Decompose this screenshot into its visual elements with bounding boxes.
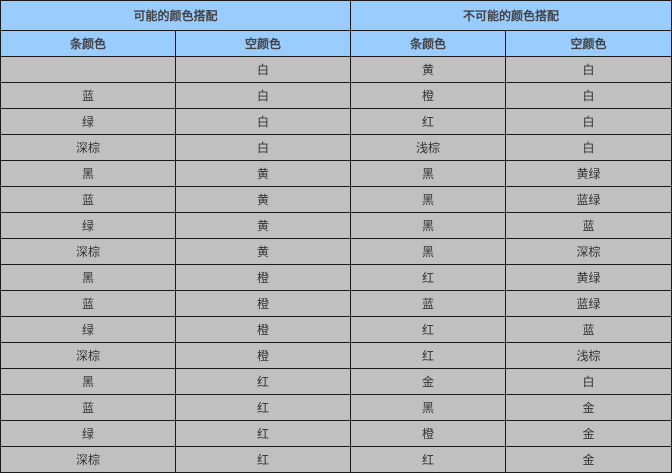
impossible-space-color-cell: 深棕 [505,238,672,265]
possible-bar-color-cell: 蓝 [0,82,176,109]
possible-space-color-cell: 白 [174,108,352,135]
column-header-row: 条颜色 空颜色 条颜色 空颜色 [0,30,672,57]
possible-space-color-cell: 白 [174,134,352,161]
table-row: 黑红金白 [0,368,672,395]
possible-space-color-cell: 橙 [174,342,352,369]
impossible-bar-color-cell: 橙 [350,420,507,447]
table-row: 黑黄黑黄绿 [0,160,672,187]
impossible-bar-color-cell: 橙 [350,82,507,109]
bar-color-header: 条颜色 [0,30,176,57]
impossible-combinations-header: 不可能的颜色搭配 [350,0,672,31]
impossible-bar-color-cell: 红 [350,446,507,473]
impossible-space-color-cell: 黄绿 [505,264,672,291]
impossible-space-color-cell: 白 [505,108,672,135]
group-header-row: 可能的颜色搭配 不可能的颜色搭配 [0,0,672,31]
possible-bar-color-cell: 绿 [0,212,176,239]
possible-bar-color-cell: 蓝 [0,394,176,421]
impossible-space-color-cell: 蓝 [505,212,672,239]
impossible-space-color-cell: 白 [505,134,672,161]
table-row: 绿白红白 [0,108,672,135]
possible-space-color-cell: 红 [174,394,352,421]
impossible-bar-color-cell: 红 [350,264,507,291]
impossible-space-color-cell: 白 [505,368,672,395]
impossible-bar-color-cell: 黑 [350,238,507,265]
possible-space-color-cell: 白 [174,82,352,109]
table-row: 白黄白 [0,56,672,83]
space-color-header: 空颜色 [505,30,672,57]
impossible-space-color-cell: 金 [505,446,672,473]
table-row: 蓝黄黑蓝绿 [0,186,672,213]
table-row: 深棕橙红浅棕 [0,342,672,369]
possible-bar-color-cell: 绿 [0,420,176,447]
impossible-space-color-cell: 金 [505,394,672,421]
possible-bar-color-cell: 黑 [0,160,176,187]
impossible-bar-color-cell: 黄 [350,56,507,83]
possible-bar-color-cell: 深棕 [0,238,176,265]
possible-space-color-cell: 红 [174,446,352,473]
possible-space-color-cell: 白 [174,56,352,83]
impossible-bar-color-cell: 黑 [350,212,507,239]
impossible-space-color-cell: 蓝 [505,316,672,343]
impossible-bar-color-cell: 蓝 [350,290,507,317]
impossible-space-color-cell: 黄绿 [505,160,672,187]
possible-bar-color-cell: 深棕 [0,134,176,161]
impossible-bar-color-cell: 黑 [350,160,507,187]
table-row: 黑橙红黄绿 [0,264,672,291]
impossible-bar-color-cell: 红 [350,342,507,369]
table-row: 蓝白橙白 [0,82,672,109]
impossible-space-color-cell: 蓝绿 [505,186,672,213]
possible-bar-color-cell: 蓝 [0,186,176,213]
possible-bar-color-cell: 黑 [0,264,176,291]
table-row: 绿红橙金 [0,420,672,447]
impossible-space-color-cell: 白 [505,82,672,109]
possible-space-color-cell: 橙 [174,290,352,317]
possible-space-color-cell: 橙 [174,316,352,343]
table-row: 蓝橙蓝蓝绿 [0,290,672,317]
possible-space-color-cell: 黄 [174,160,352,187]
space-color-header: 空颜色 [174,30,352,57]
impossible-bar-color-cell: 金 [350,368,507,395]
impossible-space-color-cell: 金 [505,420,672,447]
impossible-space-color-cell: 白 [505,56,672,83]
possible-space-color-cell: 黄 [174,212,352,239]
bar-color-header: 条颜色 [350,30,507,57]
possible-space-color-cell: 黄 [174,238,352,265]
impossible-bar-color-cell: 浅棕 [350,134,507,161]
table-row: 绿黄黑蓝 [0,212,672,239]
impossible-space-color-cell: 浅棕 [505,342,672,369]
possible-bar-color-cell [0,56,176,83]
possible-bar-color-cell: 绿 [0,108,176,135]
impossible-bar-color-cell: 黑 [350,186,507,213]
possible-combinations-header: 可能的颜色搭配 [0,0,352,31]
possible-bar-color-cell: 绿 [0,316,176,343]
impossible-bar-color-cell: 黑 [350,394,507,421]
impossible-bar-color-cell: 红 [350,316,507,343]
possible-space-color-cell: 红 [174,420,352,447]
possible-bar-color-cell: 蓝 [0,290,176,317]
impossible-bar-color-cell: 红 [350,108,507,135]
table-row: 深棕黄黑深棕 [0,238,672,265]
possible-bar-color-cell: 深棕 [0,446,176,473]
table-row: 绿橙红蓝 [0,316,672,343]
table-row: 深棕白浅棕白 [0,134,672,161]
possible-bar-color-cell: 深棕 [0,342,176,369]
possible-space-color-cell: 红 [174,368,352,395]
table-row: 蓝红黑金 [0,394,672,421]
possible-bar-color-cell: 黑 [0,368,176,395]
table-row: 深棕红红金 [0,446,672,473]
impossible-space-color-cell: 蓝绿 [505,290,672,317]
possible-space-color-cell: 黄 [174,186,352,213]
possible-space-color-cell: 橙 [174,264,352,291]
